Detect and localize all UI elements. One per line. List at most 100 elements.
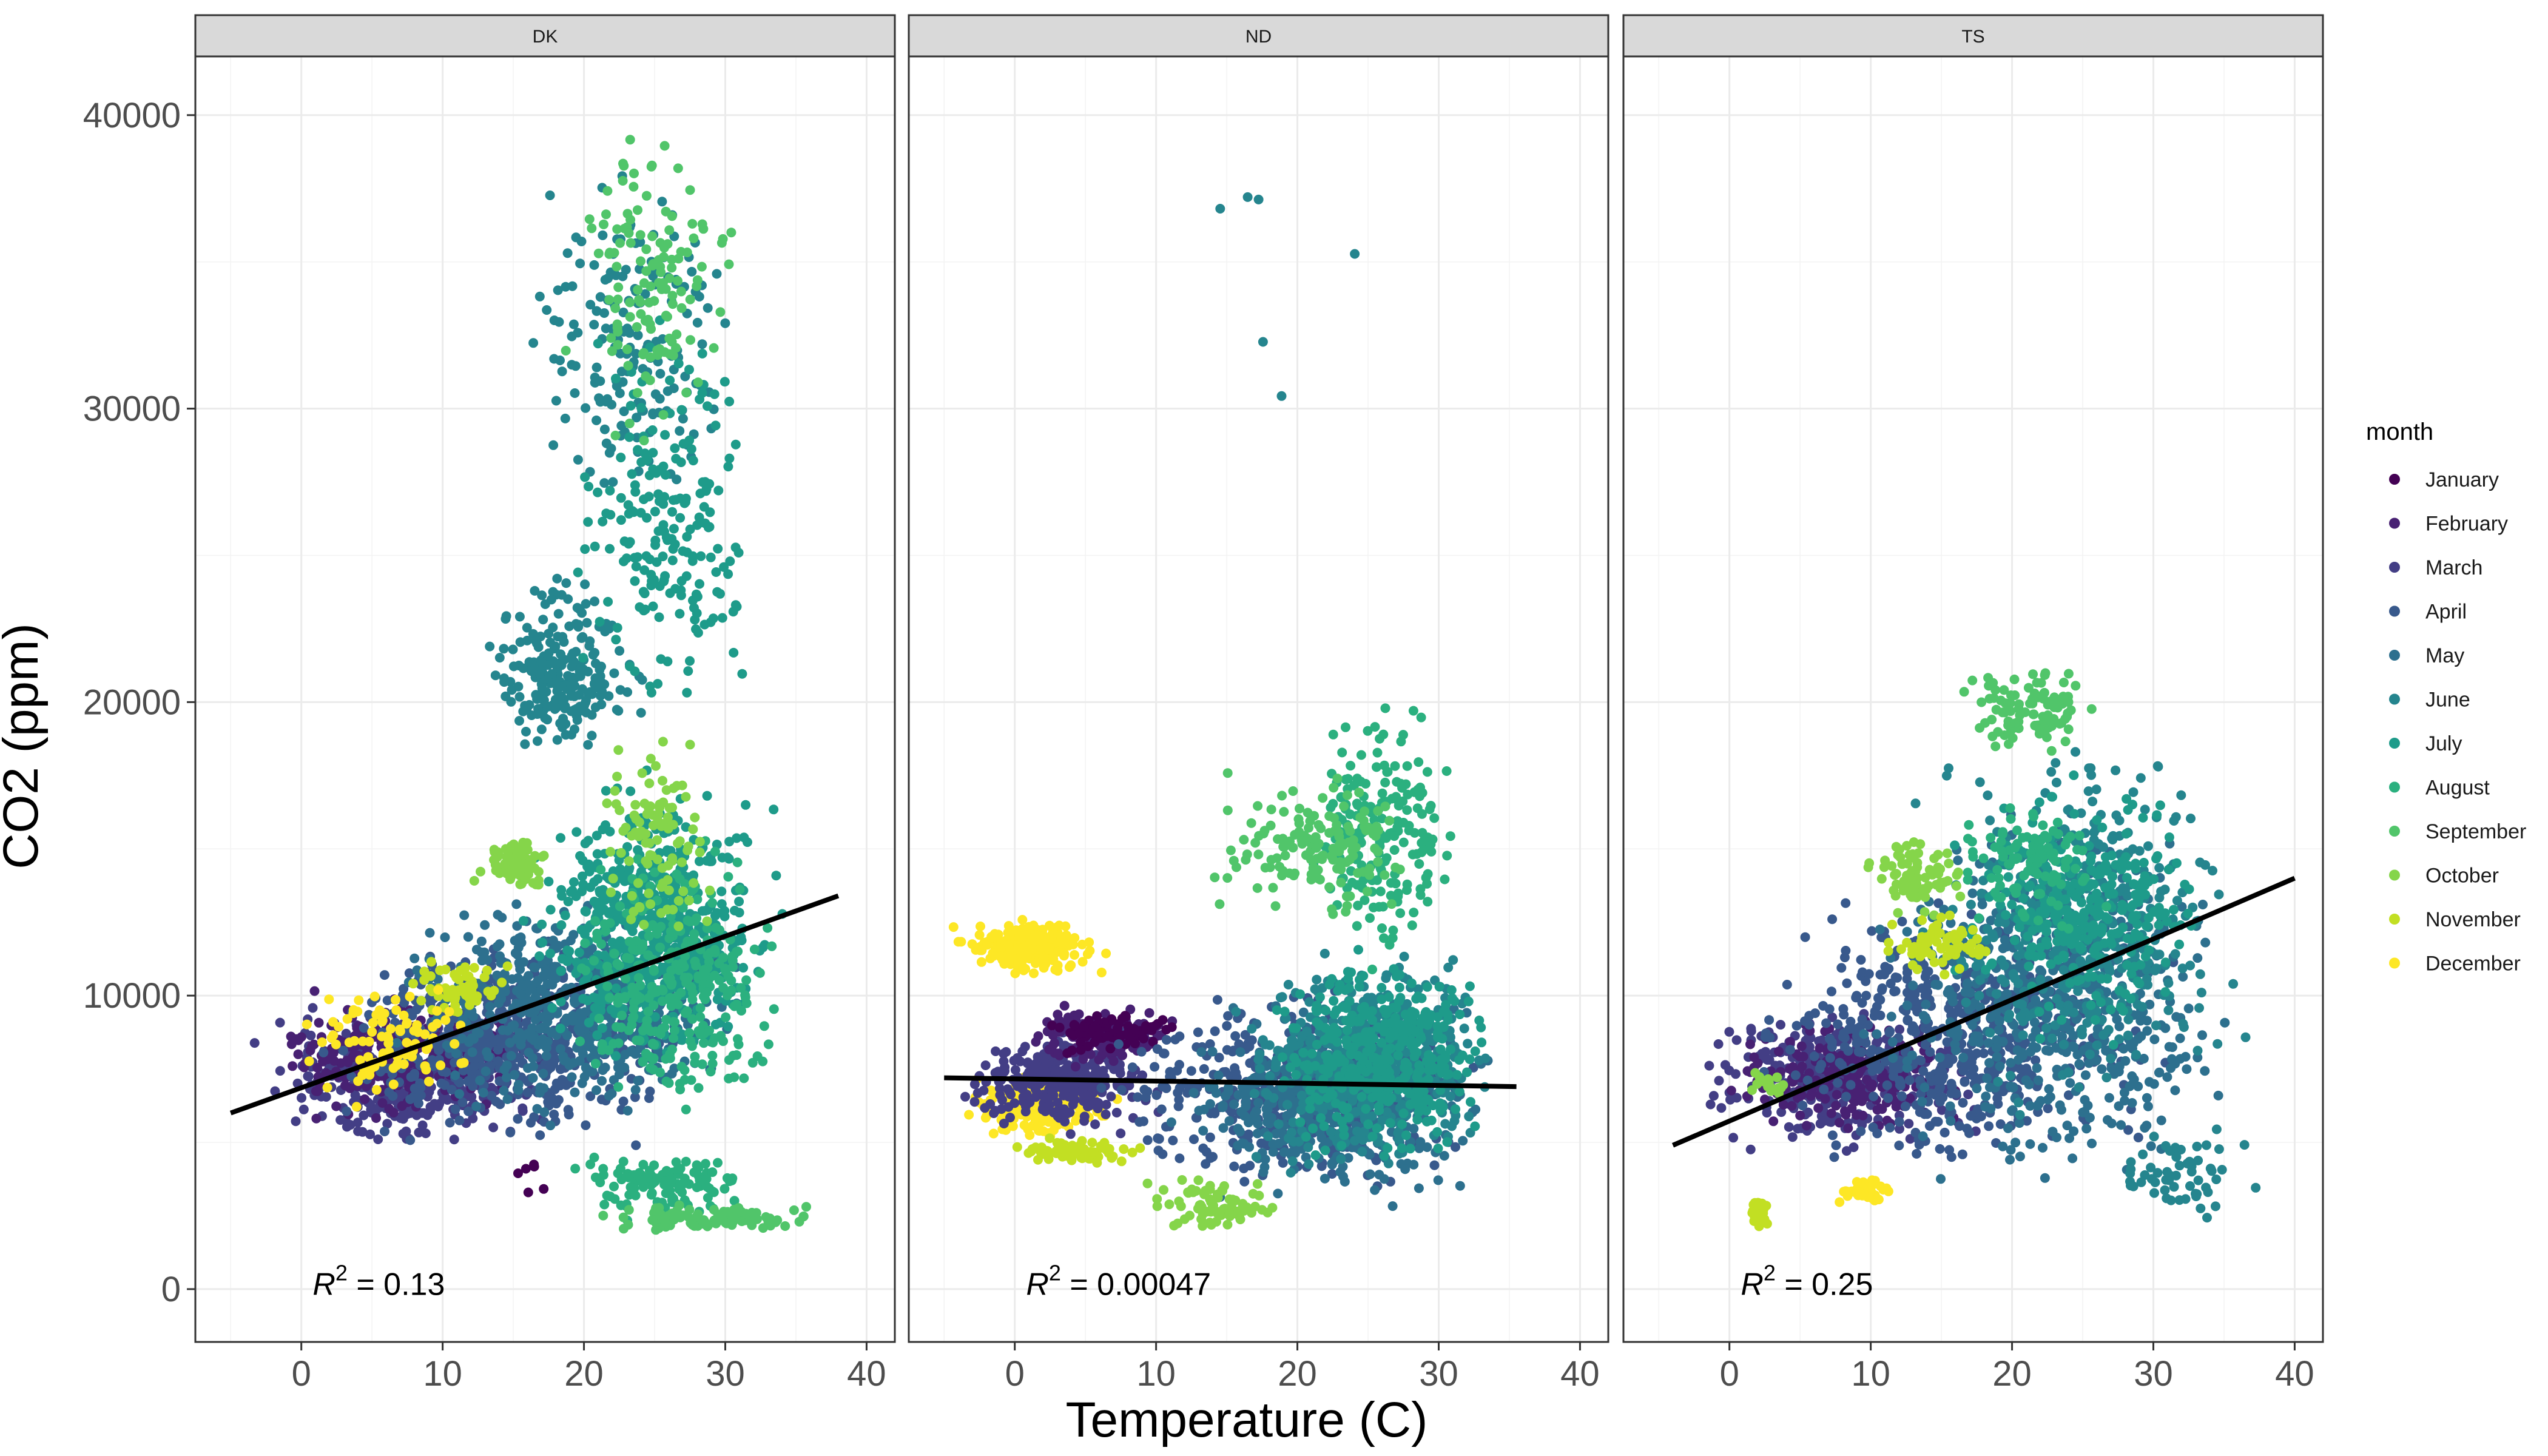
data-point <box>676 247 686 257</box>
data-point <box>609 668 619 678</box>
data-point <box>365 1070 375 1080</box>
data-point <box>590 596 599 607</box>
data-point <box>539 1184 549 1194</box>
data-point <box>440 932 450 942</box>
data-point <box>660 430 670 440</box>
data-point <box>658 410 669 420</box>
data-point <box>695 394 705 405</box>
data-point <box>688 456 698 466</box>
data-point <box>688 824 698 834</box>
data-point <box>454 1089 465 1099</box>
data-point <box>675 608 685 619</box>
data-point <box>630 487 641 497</box>
data-point <box>697 339 707 349</box>
data-point <box>1144 1008 1154 1018</box>
data-point <box>664 225 675 235</box>
data-point <box>598 516 608 527</box>
data-point <box>552 735 562 745</box>
data-point <box>432 1006 442 1016</box>
data-point <box>621 265 631 275</box>
data-point <box>672 869 682 880</box>
data-point <box>1096 968 1107 977</box>
data-point <box>568 319 579 329</box>
data-point <box>544 877 554 887</box>
data-point <box>741 998 752 1008</box>
data-point <box>581 707 592 718</box>
data-point <box>352 1117 363 1128</box>
data-point <box>695 488 706 499</box>
data-point <box>1111 1108 1122 1117</box>
data-point <box>1077 1136 1087 1146</box>
data-point <box>710 846 720 857</box>
data-point <box>514 716 524 726</box>
data-point <box>1045 920 1054 931</box>
data-point <box>647 260 658 271</box>
data-point <box>614 960 624 971</box>
data-point <box>632 1035 642 1045</box>
data-point <box>613 294 623 305</box>
data-point <box>558 954 567 964</box>
data-point <box>1035 931 1045 942</box>
data-point <box>564 1110 574 1120</box>
data-point <box>616 515 626 525</box>
data-point <box>661 206 671 217</box>
data-point <box>743 837 752 848</box>
data-point <box>1031 1142 1041 1153</box>
data-point <box>661 532 672 542</box>
data-point <box>1062 1048 1073 1059</box>
data-point <box>563 897 573 906</box>
data-point <box>685 740 695 750</box>
data-point <box>575 1036 585 1046</box>
data-point <box>715 307 726 317</box>
data-point <box>518 837 528 848</box>
data-point <box>468 1011 478 1022</box>
data-point <box>360 1094 370 1104</box>
data-point <box>976 957 986 967</box>
data-point <box>638 1159 649 1170</box>
data-point <box>629 986 639 996</box>
data-point <box>1009 1098 1020 1108</box>
data-point <box>583 835 593 846</box>
data-point <box>528 1061 539 1071</box>
data-point <box>527 984 537 994</box>
data-point <box>582 996 593 1005</box>
data-point <box>681 792 691 802</box>
data-point <box>964 1110 974 1120</box>
data-point <box>1059 1000 1070 1011</box>
data-point <box>548 622 558 633</box>
data-point <box>1083 1099 1093 1110</box>
data-point <box>749 944 760 954</box>
data-point <box>515 933 525 943</box>
data-point <box>308 1003 318 1013</box>
data-point <box>662 239 673 249</box>
data-point <box>574 948 584 957</box>
data-point <box>771 871 781 881</box>
data-point <box>695 856 704 866</box>
data-point <box>467 979 477 989</box>
data-point <box>625 238 636 248</box>
data-point <box>331 1039 341 1050</box>
data-point <box>619 161 629 171</box>
data-point <box>658 775 667 786</box>
data-point <box>545 1121 556 1131</box>
data-point <box>584 1017 594 1028</box>
data-point <box>502 868 512 878</box>
data-point <box>665 375 675 385</box>
data-point <box>505 1127 516 1138</box>
data-point <box>716 238 727 248</box>
data-point <box>506 1051 516 1061</box>
data-point <box>546 1027 556 1037</box>
data-point <box>584 214 595 224</box>
data-point <box>490 860 500 870</box>
data-point <box>1020 1107 1031 1117</box>
data-point <box>637 675 647 685</box>
data-point <box>568 648 578 658</box>
data-point <box>592 1085 601 1095</box>
data-point <box>956 937 966 947</box>
data-point <box>658 878 668 888</box>
data-point <box>1102 1031 1113 1041</box>
data-point <box>432 1019 442 1029</box>
data-point <box>649 820 658 831</box>
data-point <box>710 420 721 431</box>
data-point <box>593 339 603 349</box>
